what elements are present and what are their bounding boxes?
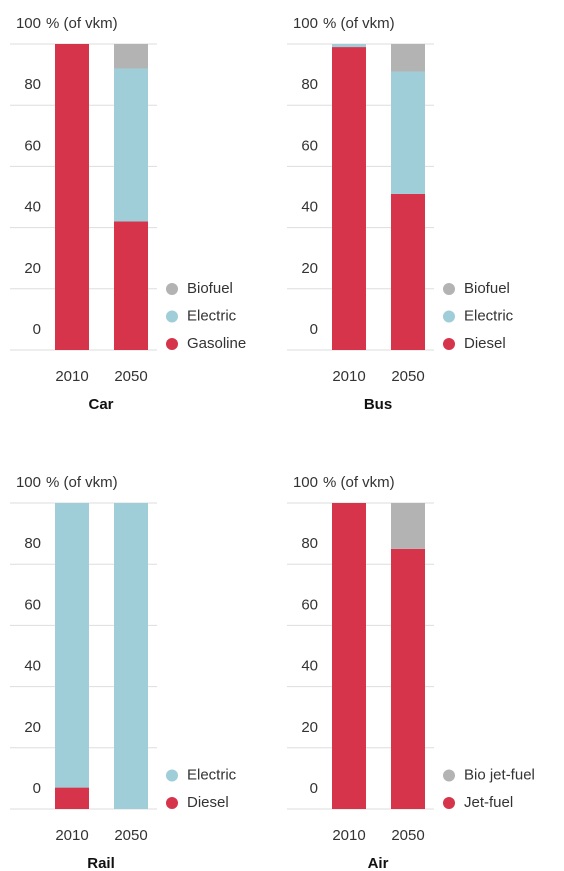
legend-label: Electric xyxy=(187,766,237,783)
y-tick-label: 60 xyxy=(24,137,41,154)
bar-segment xyxy=(332,47,366,351)
y-tick-label: 20 xyxy=(24,260,41,277)
chart-panel: 0 20 40 60 80 100 % (of vkm) 2010 2050 Rail Diesel… xyxy=(10,474,237,871)
bar-segment xyxy=(114,221,148,350)
legend-label: Electric xyxy=(464,307,514,324)
legend-swatch xyxy=(166,797,178,809)
legend-label: Gasoline xyxy=(187,335,246,352)
x-tick-label: 2010 xyxy=(55,368,88,385)
y-tick-label: 40 xyxy=(301,199,318,216)
legend-swatch xyxy=(443,797,455,809)
y-tick-label: 60 xyxy=(24,596,41,613)
legend-swatch xyxy=(166,310,178,323)
y-tick-label: 80 xyxy=(301,535,318,552)
legend-swatch xyxy=(166,338,178,350)
legend-swatch xyxy=(443,338,455,350)
chart-panel: 0 20 40 60 80 100 % (of vkm) 2010 2050 Bus Diesel E… xyxy=(287,15,514,413)
y-tick-label: 60 xyxy=(301,596,318,613)
bar-segment xyxy=(391,44,425,72)
y-tick-label: 100 xyxy=(293,15,318,32)
x-tick-label: 2050 xyxy=(114,827,147,844)
legend-label: Diesel xyxy=(464,335,506,352)
legend-swatch xyxy=(166,283,178,295)
y-tick-label: 80 xyxy=(24,535,41,552)
y-tick-label: 100 xyxy=(293,474,318,491)
y-tick-label: 40 xyxy=(24,658,41,675)
y-tick-label: 20 xyxy=(301,719,318,736)
y-axis-label: % (of vkm) xyxy=(46,15,118,32)
y-tick-label: 20 xyxy=(301,260,318,277)
y-tick-label: 80 xyxy=(24,76,41,93)
x-tick-label: 2010 xyxy=(55,827,88,844)
legend-swatch xyxy=(166,769,178,782)
bar-segment xyxy=(55,787,89,809)
y-tick-label: 60 xyxy=(301,137,318,154)
y-tick-label: 0 xyxy=(33,780,41,797)
bar-segment xyxy=(391,503,425,549)
y-tick-label: 80 xyxy=(301,76,318,93)
bar-segment xyxy=(391,548,425,809)
legend-label: Diesel xyxy=(187,794,229,811)
y-tick-label: 0 xyxy=(310,321,318,338)
bar-segment xyxy=(55,503,89,788)
legend-swatch xyxy=(443,310,455,323)
y-tick-label: 40 xyxy=(24,199,41,216)
legend-label: Biofuel xyxy=(464,280,510,297)
bar-segment xyxy=(332,503,366,809)
x-tick-label: 2050 xyxy=(391,368,424,385)
bar-segment xyxy=(55,44,89,350)
x-tick-label: 2010 xyxy=(332,827,365,844)
y-tick-label: 20 xyxy=(24,719,41,736)
x-tick-label: 2050 xyxy=(391,827,424,844)
y-axis-label: % (of vkm) xyxy=(323,15,395,32)
legend-label: Biofuel xyxy=(187,280,233,297)
panel-title: Bus xyxy=(364,396,392,413)
y-tick-label: 100 xyxy=(16,474,41,491)
legend-swatch xyxy=(443,769,455,782)
y-tick-label: 0 xyxy=(310,780,318,797)
panel-title: Rail xyxy=(87,855,115,871)
bar-segment xyxy=(114,44,148,69)
y-axis-label: % (of vkm) xyxy=(323,474,395,491)
y-tick-label: 100 xyxy=(16,15,41,32)
y-axis-label: % (of vkm) xyxy=(46,474,118,491)
x-tick-label: 2050 xyxy=(114,368,147,385)
legend-label: Bio jet-fuel xyxy=(464,766,535,783)
bar-segment xyxy=(391,71,425,194)
legend-label: Electric xyxy=(187,307,237,324)
panel-title: Air xyxy=(368,855,389,871)
y-tick-label: 0 xyxy=(33,321,41,338)
bar-segment xyxy=(391,193,425,350)
legend-swatch xyxy=(443,283,455,295)
y-tick-label: 40 xyxy=(301,658,318,675)
legend-label: Jet-fuel xyxy=(464,794,513,811)
x-tick-label: 2010 xyxy=(332,368,365,385)
bar-segment xyxy=(114,68,148,222)
bar-segment xyxy=(114,503,148,809)
panel-title: Car xyxy=(88,396,113,413)
bar-segment xyxy=(332,44,366,48)
